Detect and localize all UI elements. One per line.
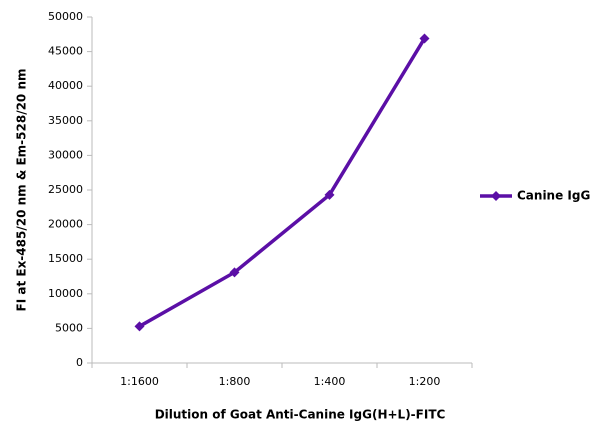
y-tick-label: 45000: [48, 45, 83, 58]
y-tick-label: 10000: [48, 287, 83, 300]
x-tick-label: 1:1600: [120, 375, 159, 388]
marker: [134, 321, 145, 332]
x-tick-label: 1:200: [409, 375, 441, 388]
y-tick-label: 0: [76, 356, 83, 369]
y-axis-title: FI at Ex-485/20 nm & Em-528/20 nm: [15, 69, 29, 312]
x-axis-title: Dilution of Goat Anti-Canine IgG(H+L)-FI…: [155, 408, 446, 422]
series-line: [138, 37, 426, 328]
y-tick-label: 15000: [48, 252, 83, 265]
y-tick-label: 30000: [48, 148, 83, 161]
marker: [419, 33, 430, 44]
y-tick-label: 35000: [48, 114, 83, 127]
y-tick-label: 25000: [48, 183, 83, 196]
marker: [229, 267, 240, 278]
marker: [324, 189, 335, 200]
legend-marker: [491, 191, 501, 201]
y-tick-label: 40000: [48, 79, 83, 92]
y-tick-label: 50000: [48, 10, 83, 23]
legend-label: Canine IgG: [517, 189, 590, 203]
y-tick-label: 5000: [55, 321, 83, 334]
x-tick-label: 1:400: [314, 375, 346, 388]
y-tick-label: 20000: [48, 218, 83, 231]
x-tick-label: 1:800: [219, 375, 251, 388]
